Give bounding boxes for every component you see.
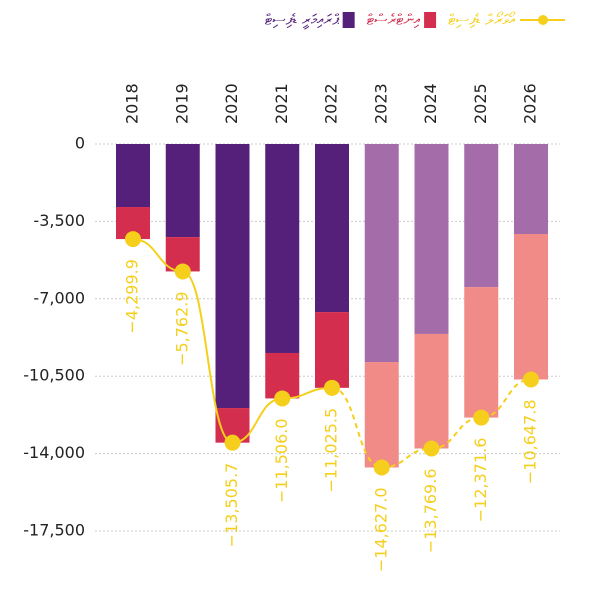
bar-segment	[315, 144, 349, 313]
value-label: −11,025.5	[322, 408, 341, 493]
value-label: −5,762.9	[172, 291, 191, 365]
bar-segment	[514, 144, 548, 235]
x-tick-label: 2025	[471, 83, 490, 124]
bar-segment	[464, 144, 499, 288]
value-label: −4,299.9	[123, 259, 142, 333]
bar-segment	[116, 144, 150, 208]
value-label: −14,627.0	[371, 487, 390, 572]
bar-segment	[165, 144, 200, 238]
x-tick-label: 2026	[521, 83, 540, 124]
y-tick-label: 0	[75, 134, 85, 153]
legend-swatch	[342, 12, 355, 28]
legend-label: ޕްރައިމަރީ ޑެފިސިޓް	[265, 11, 341, 29]
x-tick-label: 2022	[322, 83, 341, 124]
x-tick-label: 2020	[222, 83, 241, 124]
legend-swatch	[424, 12, 437, 28]
value-label: −10,647.8	[521, 399, 540, 484]
y-tick-label: -7,000	[33, 288, 85, 307]
bar-segment	[464, 287, 499, 418]
y-tick-label: -10,500	[23, 366, 85, 385]
y-tick-label: -3,500	[33, 211, 85, 230]
value-label: −13,505.7	[222, 463, 241, 548]
line-point	[324, 379, 340, 396]
line-point	[224, 434, 241, 451]
value-label: −13,769.6	[421, 469, 440, 554]
legend-label: އިންޓްރެސްޓް	[367, 11, 421, 29]
line-point	[523, 371, 539, 388]
bar-segment	[414, 333, 449, 449]
x-tick-label: 2019	[172, 83, 191, 124]
value-label: −11,506.0	[272, 418, 291, 503]
line-point	[274, 390, 291, 407]
bar-segment	[514, 234, 548, 380]
value-label: −12,371.6	[471, 438, 490, 523]
line-point	[423, 440, 440, 457]
x-tick-label: 2018	[123, 83, 142, 124]
bar-segment	[364, 144, 399, 363]
line-point	[125, 231, 141, 248]
legend-label: އޯވަރޯލް ޑެފިސިޓް	[448, 11, 516, 29]
bar-segment	[414, 144, 449, 334]
x-tick-label: 2024	[421, 83, 440, 124]
bar-segment	[215, 144, 250, 409]
x-tick-label: 2023	[371, 83, 390, 124]
line-point	[174, 263, 191, 280]
legend-swatch	[538, 15, 548, 25]
x-tick-label: 2021	[272, 83, 291, 124]
bar-segment	[265, 144, 300, 353]
bar-segment	[315, 312, 349, 388]
bar-segment	[364, 362, 399, 468]
line-point	[473, 409, 490, 426]
y-tick-label: -14,000	[23, 443, 85, 462]
y-tick-label: -17,500	[23, 521, 85, 540]
line-point	[373, 459, 390, 476]
